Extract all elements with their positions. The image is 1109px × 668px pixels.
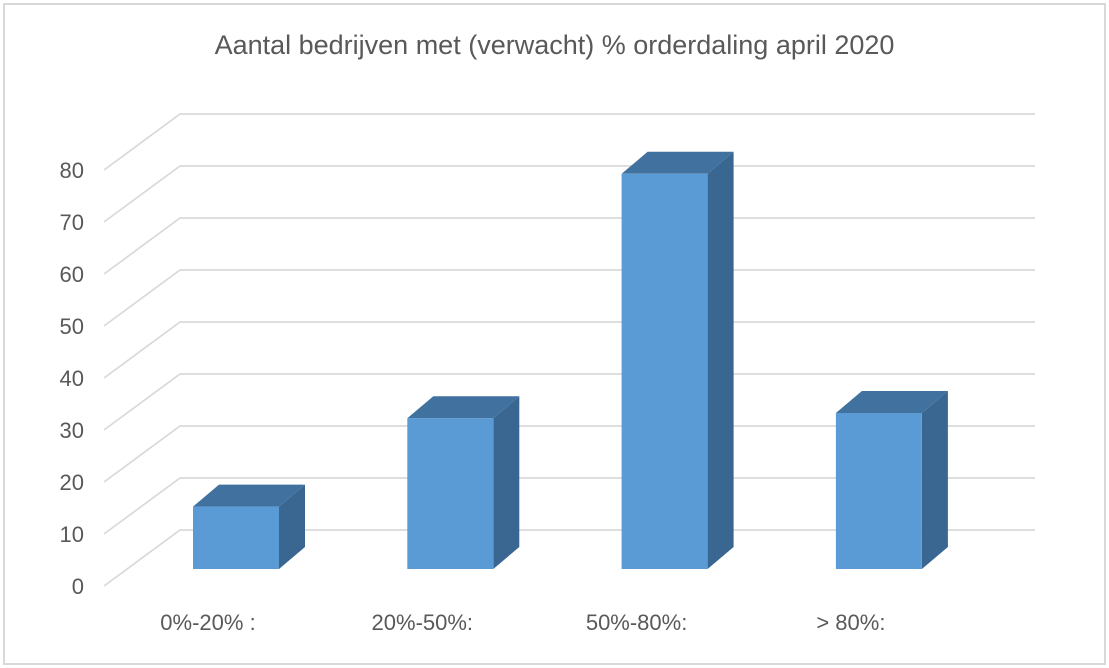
- bar-front-face: [835, 413, 922, 569]
- bars-group: [193, 151, 948, 570]
- bar-2: [621, 151, 734, 570]
- x-axis-labels: 0%-20% : 20%-50%: 50%-80%: > 80%:: [160, 610, 885, 635]
- y-axis-tick-label: 60: [60, 262, 84, 287]
- bar-top-face: [835, 391, 948, 413]
- gridlines-group: [103, 113, 1035, 587]
- gridline: [103, 477, 1035, 535]
- bar-side-face: [921, 391, 948, 569]
- bar-top-face: [621, 151, 734, 174]
- gridline: [103, 529, 1035, 587]
- gridline: [103, 113, 1035, 171]
- bar-front-face: [407, 418, 494, 569]
- y-axis-tick-label: 70: [60, 210, 84, 235]
- bar-1: [407, 396, 520, 569]
- x-axis-tick-label: 0%-20% :: [160, 610, 255, 635]
- bar-3: [835, 391, 948, 569]
- gridline: [103, 165, 1035, 223]
- y-axis-labels: 0 10 20 30 40 50 60 70 80: [60, 158, 84, 599]
- bar-side-face: [279, 484, 305, 569]
- y-axis-tick-label: 20: [60, 470, 84, 495]
- y-axis-tick-label: 40: [60, 366, 84, 391]
- y-axis-tick-label: 10: [60, 522, 84, 547]
- bar-top-face: [193, 484, 305, 507]
- bar-0: [193, 484, 305, 569]
- y-axis-tick-label: 0: [72, 574, 84, 599]
- x-axis-tick-label: 50%-80%:: [586, 610, 688, 635]
- y-axis-tick-label: 50: [60, 314, 84, 339]
- gridline: [103, 217, 1035, 275]
- bar-front-face: [193, 506, 279, 569]
- x-axis-tick-label: 20%-50%:: [372, 610, 474, 635]
- chart-title: Aantal bedrijven met (verwacht) % orderd…: [214, 30, 895, 60]
- gridline: [103, 373, 1035, 431]
- gridline: [103, 321, 1035, 379]
- gridline: [103, 269, 1035, 327]
- y-axis-tick-label: 80: [60, 158, 84, 183]
- gridline: [103, 425, 1035, 483]
- bar-side-face: [493, 396, 520, 569]
- bar-side-face: [707, 151, 734, 570]
- x-axis-tick-label: > 80%:: [816, 610, 885, 635]
- bar-front-face: [621, 173, 708, 570]
- bar-top-face: [407, 396, 520, 419]
- y-axis-tick-label: 30: [60, 418, 84, 443]
